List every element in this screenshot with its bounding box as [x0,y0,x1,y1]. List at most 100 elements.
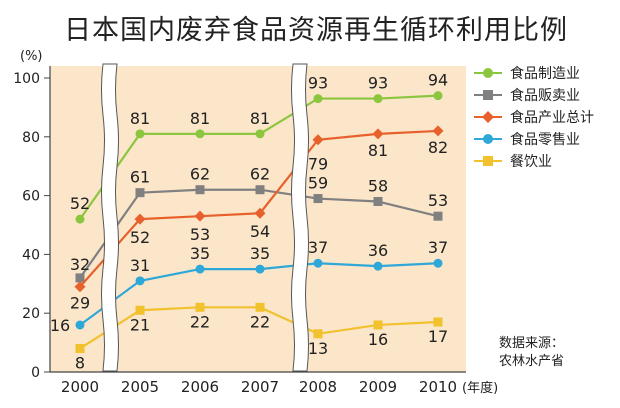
legend-marker [474,110,502,124]
x-unit-label: (年度) [462,380,498,396]
data-label: 16 [50,316,70,335]
data-point [135,129,145,139]
legend-label: 食品贩卖业 [510,88,580,104]
data-point [195,129,205,139]
data-label: 16 [368,330,388,349]
data-label: 61 [130,168,150,187]
data-point [195,185,205,195]
x-tick-label: 2006 [181,378,219,396]
data-point [134,213,146,225]
legend-item: 食品产业总计 [474,106,594,128]
data-point [373,196,383,206]
source-org: 农林水产省 [499,354,565,369]
data-point [313,194,323,204]
data-label: 79 [308,155,328,174]
data-label: 54 [250,222,270,241]
data-label: 31 [130,256,150,275]
x-tick-label: 2005 [121,378,159,396]
data-point [433,317,443,327]
x-tick-label: 2007 [241,378,279,396]
data-point [254,207,266,219]
data-label: 35 [250,244,270,263]
data-label: 13 [308,339,328,358]
data-label: 81 [368,141,388,160]
data-label: 94 [428,71,448,90]
data-point [373,320,383,330]
legend: 食品制造业食品贩卖业食品产业总计 食品零售业餐饮业 [474,62,594,172]
data-point [255,302,265,312]
data-point [313,94,323,104]
data-point [75,320,85,330]
data-point [255,129,265,139]
data-point [194,210,206,222]
data-point [75,273,85,283]
data-label: 21 [130,315,150,334]
x-tick-label: 2009 [359,378,397,396]
data-label: 22 [250,312,270,331]
data-label: 22 [190,312,210,331]
data-point [313,258,323,268]
data-point [195,264,205,274]
y-tick-label: 60 [22,189,40,205]
data-point [255,185,265,195]
legend-marker [474,154,502,168]
axis-break [101,63,119,372]
legend-label: 餐饮业 [510,154,552,170]
data-label: 59 [308,174,328,193]
data-label: 58 [368,176,388,195]
data-point [313,329,323,339]
legend-label: 食品零售业 [510,132,580,148]
data-label: 32 [70,255,90,274]
chart-title: 日本国内废弃食品资源再生循环利用比例 [64,15,568,46]
data-point [312,134,324,146]
data-label: 8 [75,353,85,372]
data-point [433,91,443,101]
data-label: 37 [428,238,448,257]
data-point [74,281,86,293]
y-tick-label: 20 [22,306,40,322]
data-point [373,94,383,104]
data-label: 81 [250,109,270,128]
data-point [432,125,444,137]
data-point [135,188,145,198]
x-tick-label: 2010 [419,378,457,396]
source-label: 数据来源： [499,336,565,351]
legend-label: 食品制造业 [510,66,580,82]
data-point [255,264,265,274]
data-point [135,276,145,286]
data-label: 37 [308,238,328,257]
y-unit-label: (%) [20,49,43,64]
data-point [195,302,205,312]
legend-marker [474,132,502,146]
legend-item: 食品零售业 [474,128,594,150]
data-label: 36 [368,241,388,260]
y-tick-label: 0 [31,365,40,381]
data-label: 52 [130,228,150,247]
data-label: 35 [190,244,210,263]
data-point [372,128,384,140]
legend-item: 食品制造业 [474,62,594,84]
data-label: 52 [70,194,90,213]
data-label: 62 [190,165,210,184]
y-tick-label: 80 [22,130,40,146]
data-point [75,214,85,224]
axis-break [291,63,309,372]
data-label: 29 [70,294,90,313]
legend-label: 食品产业总计 [510,110,594,126]
data-label: 81 [130,109,150,128]
legend-marker [474,88,502,102]
data-label: 82 [428,138,448,157]
legend-item: 食品贩卖业 [474,84,594,106]
data-label: 81 [190,109,210,128]
source-note: 数据来源： 农林水产省 [499,335,564,371]
legend-item: 餐饮业 [474,150,594,172]
data-point [433,258,443,268]
y-tick-label: 100 [13,71,40,87]
data-point [75,343,85,353]
data-point [373,261,383,271]
data-label: 53 [428,191,448,210]
data-label: 17 [428,327,448,346]
y-tick-label: 40 [22,247,40,263]
data-label: 93 [368,74,388,93]
